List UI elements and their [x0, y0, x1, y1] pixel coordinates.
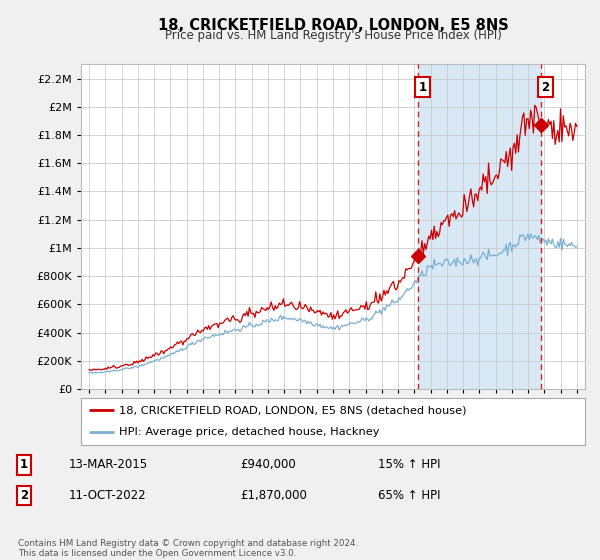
- Text: £1,870,000: £1,870,000: [240, 489, 307, 502]
- Text: 15% ↑ HPI: 15% ↑ HPI: [378, 458, 440, 472]
- Text: 1: 1: [20, 458, 28, 472]
- Text: 1: 1: [418, 81, 427, 94]
- Text: £940,000: £940,000: [240, 458, 296, 472]
- Text: 2: 2: [20, 489, 28, 502]
- Bar: [418, 64, 541, 389]
- Text: 65% ↑ HPI: 65% ↑ HPI: [378, 489, 440, 502]
- Text: Price paid vs. HM Land Registry's House Price Index (HPI): Price paid vs. HM Land Registry's House …: [164, 29, 502, 42]
- Text: 2: 2: [542, 81, 550, 94]
- Text: 18, CRICKETFIELD ROAD, LONDON, E5 8NS (detached house): 18, CRICKETFIELD ROAD, LONDON, E5 8NS (d…: [119, 405, 466, 416]
- Text: 13-MAR-2015: 13-MAR-2015: [69, 458, 148, 472]
- Text: HPI: Average price, detached house, Hackney: HPI: Average price, detached house, Hack…: [119, 427, 379, 437]
- Text: 11-OCT-2022: 11-OCT-2022: [69, 489, 146, 502]
- Text: Contains HM Land Registry data © Crown copyright and database right 2024.
This d: Contains HM Land Registry data © Crown c…: [18, 539, 358, 558]
- Text: 18, CRICKETFIELD ROAD, LONDON, E5 8NS: 18, CRICKETFIELD ROAD, LONDON, E5 8NS: [158, 18, 508, 33]
